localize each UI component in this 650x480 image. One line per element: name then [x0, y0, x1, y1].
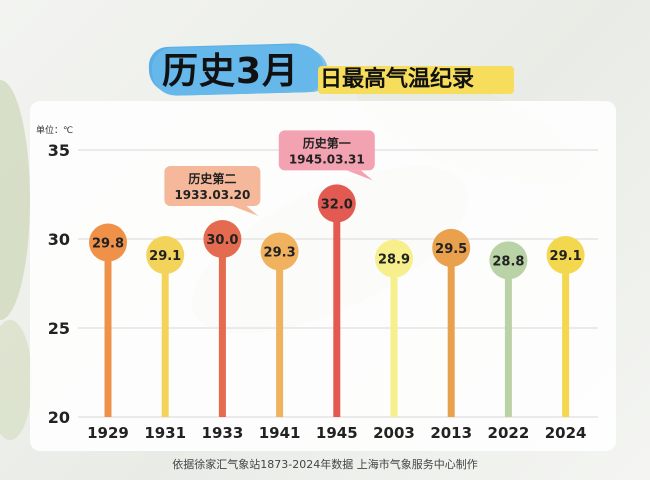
data-label-2003: 28.9 — [378, 253, 410, 268]
x-tick-label-2003: 2003 — [373, 424, 415, 442]
bar-stick-2024 — [562, 255, 570, 417]
bar-stick-1929 — [104, 242, 112, 417]
x-tick-label-2022: 2022 — [488, 424, 530, 442]
data-label-1931: 29.1 — [149, 249, 181, 264]
annotation-date-1945: 1945.03.31 — [289, 152, 365, 166]
x-tick-label-1933: 1933 — [202, 424, 244, 442]
data-label-2024: 29.1 — [550, 249, 582, 264]
data-label-2013: 29.5 — [435, 242, 467, 257]
x-tick-label-1931: 1931 — [144, 424, 186, 442]
annotation-title-1945: 历史第一 — [303, 135, 351, 150]
bar-stick-2013 — [447, 247, 455, 417]
x-tick-label-2013: 2013 — [430, 424, 472, 442]
y-tick-label-35: 35 — [48, 141, 70, 160]
data-label-1933: 30.0 — [206, 233, 238, 248]
x-tick-label-1929: 1929 — [87, 424, 129, 442]
title-main: 历史3月 — [162, 51, 300, 92]
bar-head-1945 — [317, 184, 356, 223]
bar-head-2013 — [432, 228, 471, 267]
bar-head-1933 — [203, 220, 242, 258]
annotation-box-1933 — [164, 166, 261, 206]
footer-source: 依据徐家汇气象站1873-2024年数据 上海市气象服务中心制作 — [172, 458, 478, 471]
annotation-date-1933: 1933.03.20 — [174, 188, 250, 202]
data-label-1945: 32.0 — [321, 197, 353, 212]
unit-label: 单位：℃ — [36, 126, 74, 136]
annotation-pointer-1933 — [232, 206, 259, 216]
y-tick-label-30: 30 — [48, 230, 70, 249]
annotation-box-1945 — [278, 130, 375, 171]
bar-head-1929 — [89, 223, 127, 262]
annotation-pointer-1945 — [346, 170, 373, 181]
x-tick-label-2024: 2024 — [545, 424, 587, 442]
data-label-1929: 29.8 — [92, 237, 124, 252]
annotation-title-1933: 历史第二 — [188, 171, 236, 186]
chart-title: 历史3月 日最高气温纪录 — [0, 40, 650, 100]
bar-stick-1945 — [333, 203, 341, 417]
data-label-2022: 28.8 — [492, 254, 524, 269]
bar-stick-1931 — [161, 255, 169, 417]
x-tick-label-1945: 1945 — [316, 424, 358, 442]
y-tick-label-25: 25 — [48, 319, 70, 338]
subtitle-highlight — [318, 66, 514, 94]
bar-stick-1941 — [276, 251, 284, 417]
x-tick-label-1941: 1941 — [259, 424, 301, 442]
bar-head-1941 — [260, 232, 299, 271]
bar-head-2024 — [546, 236, 585, 275]
data-label-1941: 29.3 — [264, 245, 296, 260]
bar-head-1931 — [146, 236, 185, 275]
y-tick-label-20: 20 — [48, 408, 70, 427]
bar-stick-2022 — [504, 260, 512, 417]
bar-head-2003 — [375, 239, 413, 278]
bar-head-2022 — [489, 241, 528, 280]
bar-stick-1933 — [218, 239, 226, 417]
bar-stick-2003 — [390, 258, 398, 417]
title-sub: 日最高气温纪录 — [320, 67, 475, 92]
